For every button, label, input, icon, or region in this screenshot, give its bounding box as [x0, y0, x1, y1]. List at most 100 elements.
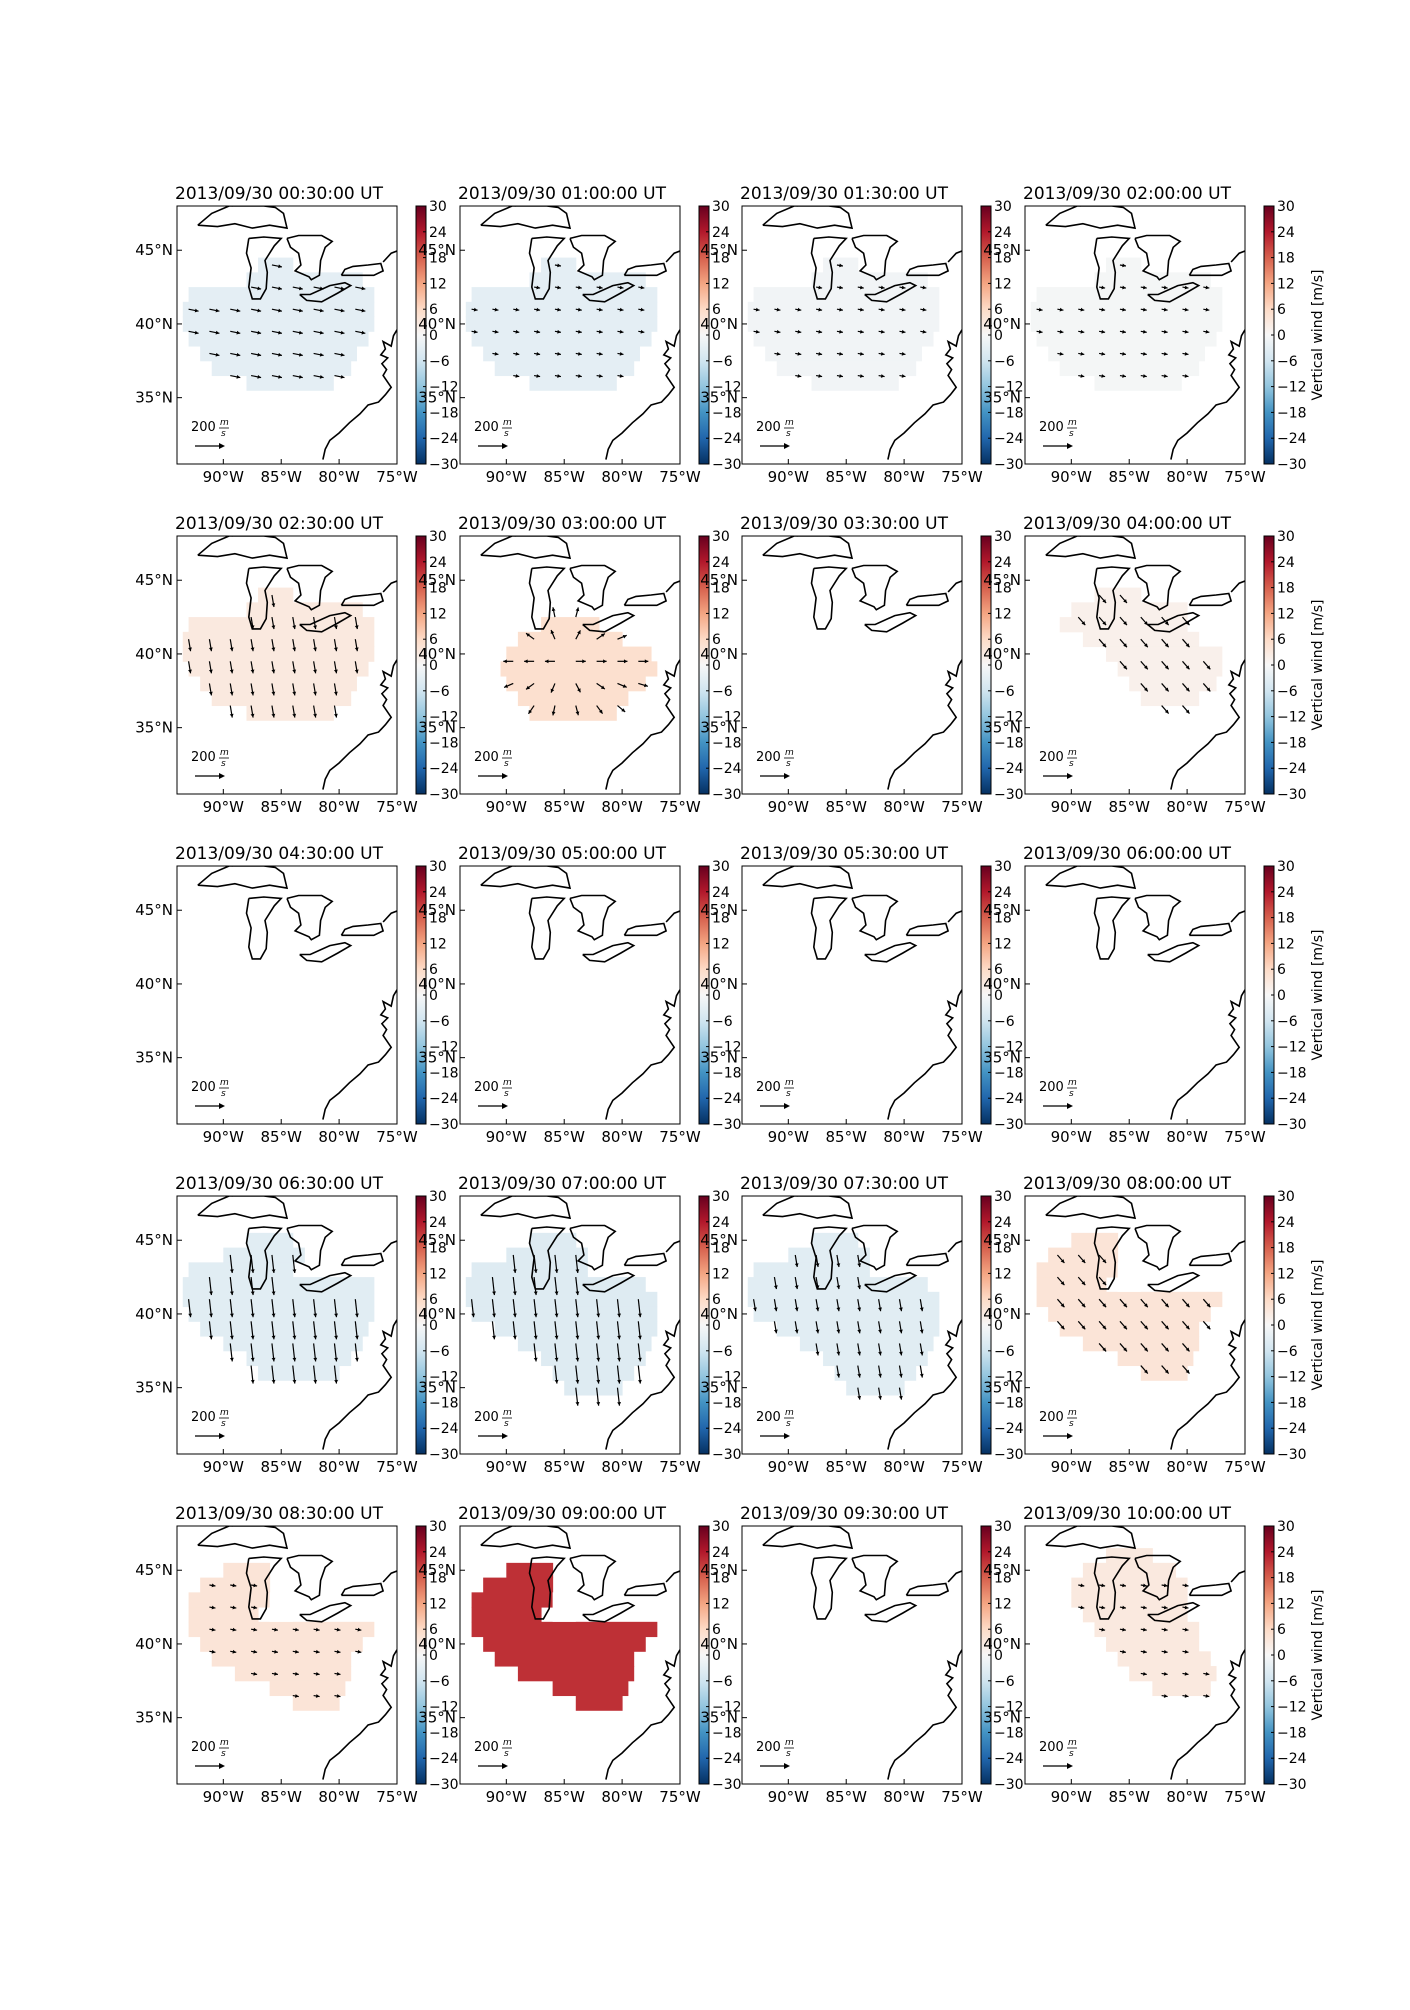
- x-tick-label: 75°W: [376, 468, 418, 486]
- colorbar-tick-label: 6: [994, 962, 1003, 978]
- colorbar-tick-label: −12: [429, 1700, 459, 1716]
- x-tick-label: 85°W: [1108, 468, 1150, 486]
- colorbar-tick-label: −18: [712, 1065, 742, 1081]
- coastline-ontario: [623, 922, 668, 937]
- heatmap-cell: [834, 1365, 917, 1381]
- wind-arrow-head: [857, 1351, 862, 1356]
- heatmap-cell: [258, 1365, 340, 1381]
- colorbar-tick-label: −24: [429, 431, 459, 447]
- x-tick-label: 80°W: [601, 1128, 643, 1146]
- scale-arrow-unit-den: s: [1069, 1089, 1074, 1099]
- wind-arrow-head: [617, 1335, 621, 1340]
- wind-arrow-head: [1122, 285, 1126, 290]
- wind-arrow-head: [640, 307, 645, 312]
- wind-arrow-head: [271, 625, 276, 630]
- coastline-superior: [1045, 866, 1137, 890]
- panel-frame: [741, 1525, 963, 1785]
- wind-arrow-head: [899, 1395, 903, 1400]
- colorbar-tick-label: −30: [1277, 1117, 1307, 1133]
- wind-arrow-head: [229, 1313, 234, 1318]
- wind-arrow-head: [919, 1373, 924, 1378]
- coastline-stLaw: [665, 910, 680, 923]
- scale-arrow-label: 200: [756, 750, 781, 765]
- colorbar-tick-label: −30: [712, 1117, 742, 1133]
- wind-arrow-head: [818, 374, 823, 378]
- heatmap-cell: [246, 272, 363, 288]
- wind-arrow-head: [250, 669, 255, 674]
- colorbar-tick-label: −18: [994, 1065, 1024, 1081]
- wind-arrow-head: [797, 374, 802, 378]
- wind-arrow-head: [340, 330, 345, 335]
- x-tick-label: 90°W: [203, 798, 245, 816]
- wind-arrow-head: [577, 688, 581, 693]
- wind-arrow-head: [211, 1605, 216, 1610]
- wind-arrow-head: [298, 352, 303, 357]
- colorbar-tick-label: 12: [994, 276, 1012, 292]
- wind-arrow-head: [880, 285, 885, 290]
- heatmap-cell: [211, 1651, 352, 1667]
- y-tick-label: 35°N: [700, 1709, 738, 1727]
- coastline-stLaw: [382, 910, 397, 923]
- wind-arrow-head: [619, 374, 624, 378]
- wind-arrow-head: [250, 1335, 255, 1340]
- wind-arrow-head: [334, 1379, 338, 1384]
- wind-arrow-head: [621, 708, 626, 712]
- x-tick-label: 85°W: [260, 1458, 302, 1476]
- wind-arrow-head: [471, 1313, 476, 1318]
- colorbar-tick-label: −6: [1277, 684, 1298, 700]
- colorbar-tick-label: −6: [994, 1674, 1015, 1690]
- coastline-michigan: [810, 1556, 848, 1620]
- heatmap-cell: [500, 661, 658, 677]
- heatmap-cell: [1071, 1592, 1188, 1608]
- colorbar-tick-label: −30: [994, 457, 1024, 473]
- x-tick-label: 90°W: [486, 798, 528, 816]
- colorbar-tick-label: −12: [1277, 1040, 1307, 1056]
- y-tick-label: 35°N: [135, 1049, 173, 1067]
- wind-arrow-head: [899, 1373, 903, 1378]
- panel-plot-area: [762, 866, 962, 1120]
- colorbar-tick-label: 18: [429, 251, 447, 267]
- scale-arrow-unit-num: m: [785, 748, 794, 758]
- colorbar-tick-label: 6: [712, 302, 721, 318]
- heatmap-cell: [200, 676, 357, 692]
- colorbar-tick-label: −6: [712, 684, 733, 700]
- coastline-superior: [480, 1526, 572, 1550]
- colorbar-tick-label: −30: [994, 1447, 1024, 1463]
- colorbar-tick-label: −24: [994, 1751, 1024, 1767]
- panel-title: 2013/09/30 02:00:00 UT: [1023, 184, 1232, 204]
- colorbar-tick-label: −18: [1277, 1395, 1307, 1411]
- x-tick-label: 80°W: [601, 468, 643, 486]
- colorbar-tick-label: 24: [712, 225, 730, 241]
- coastline-huron: [569, 234, 617, 281]
- y-tick-label: 35°N: [700, 389, 738, 407]
- wind-arrow-head: [1081, 621, 1086, 626]
- heatmap-cell: [1082, 1562, 1177, 1579]
- coastline-huron: [286, 1224, 334, 1271]
- wind-arrow-head: [1144, 665, 1148, 670]
- wind-arrow-head: [355, 1335, 359, 1340]
- x-tick-label: 75°W: [376, 1788, 418, 1806]
- colorbar-tick-label: −30: [1277, 457, 1307, 473]
- wind-arrow-head: [533, 1335, 538, 1340]
- wind-arrow-head: [1184, 351, 1189, 356]
- wind-arrow-head: [857, 1373, 862, 1378]
- x-tick-label: 75°W: [659, 1128, 701, 1146]
- scale-arrow-unit-num: m: [220, 748, 229, 758]
- x-tick-label: 75°W: [941, 1128, 983, 1146]
- heatmap-cell: [753, 287, 940, 303]
- wind-arrow-head: [315, 1694, 320, 1698]
- wind-arrow-head: [839, 351, 843, 356]
- x-tick-label: 90°W: [1051, 1458, 1093, 1476]
- coastline-erie: [299, 281, 353, 303]
- panel-8: 2013/09/30 04:00:00 UT 90°W 85°W 80°W 75°W 45…: [983, 514, 1326, 816]
- colorbar-tick-label: −6: [994, 1344, 1015, 1360]
- heatmap-cell: [211, 360, 352, 377]
- x-tick-label: 75°W: [659, 468, 701, 486]
- scale-arrow-label: 200: [191, 1410, 216, 1425]
- wind-arrow-head: [1185, 1347, 1190, 1352]
- y-tick-label: 45°N: [983, 901, 1021, 919]
- x-tick-label: 90°W: [1051, 468, 1093, 486]
- wind-arrow-head: [1163, 1583, 1168, 1588]
- coastline-superior: [762, 206, 854, 230]
- wind-arrow-head: [1143, 374, 1147, 378]
